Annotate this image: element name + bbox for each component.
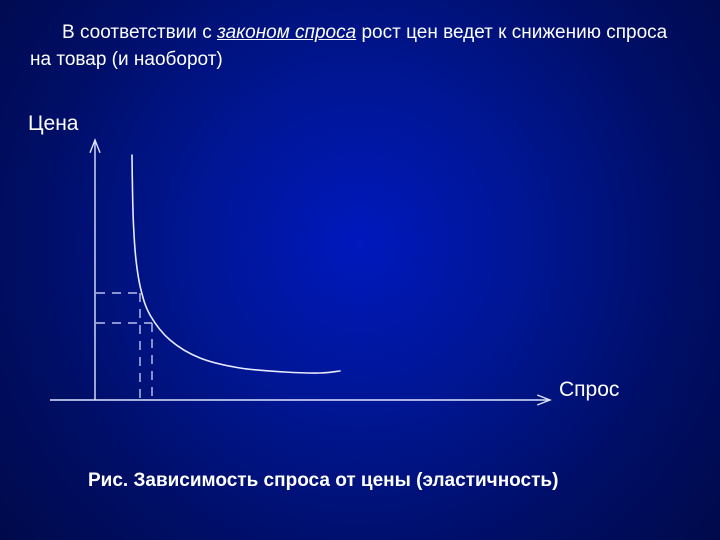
slide: В соответствии с законом спроса рост цен… xyxy=(0,0,720,540)
chart-svg xyxy=(40,130,580,430)
intro-text: В соответствии с законом спроса рост цен… xyxy=(30,20,690,73)
intro-prefix: В соответствии с xyxy=(62,22,217,43)
law-term: законом спроса xyxy=(217,22,356,43)
figure-caption: Рис. Зависимость спроса от цены (эластич… xyxy=(88,470,558,492)
demand-chart xyxy=(40,130,580,430)
